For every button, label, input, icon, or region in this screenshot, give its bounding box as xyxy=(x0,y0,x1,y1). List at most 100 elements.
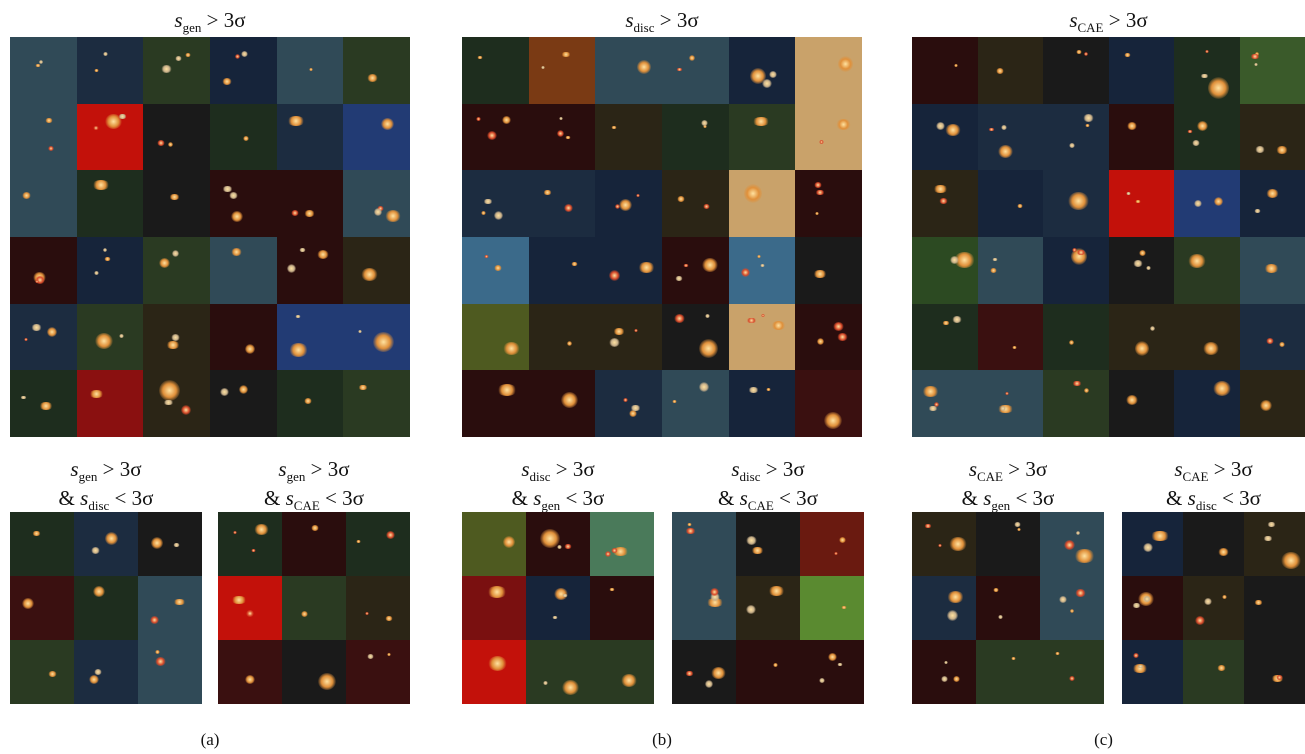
galaxy-blob xyxy=(1123,52,1131,57)
galaxy-thumbnail xyxy=(462,576,526,640)
panel-c: sCAE > 3σ sCAE > 3σ & sgen < 3σ sCAE > 3… xyxy=(902,0,1305,754)
galaxy-blob xyxy=(175,56,183,62)
galaxy-thumbnail xyxy=(74,576,138,640)
galaxy-blob xyxy=(496,383,517,396)
galaxy-blob xyxy=(927,406,938,412)
galaxy-blob xyxy=(751,546,765,554)
galaxy-thumbnail xyxy=(976,512,1040,576)
galaxy-blob xyxy=(765,388,771,392)
galaxy-blob xyxy=(172,543,180,548)
galaxy-blob xyxy=(1216,664,1226,671)
galaxy-blob xyxy=(299,247,307,252)
galaxy-blob xyxy=(310,524,319,531)
galaxy-thumbnail xyxy=(977,303,1043,371)
galaxy-blob xyxy=(951,315,962,323)
galaxy-thumbnail xyxy=(10,303,77,371)
image-grid-b-main xyxy=(462,37,862,437)
galaxy-blob xyxy=(611,546,629,556)
galaxy-blob xyxy=(1132,259,1143,267)
galaxy-blob xyxy=(39,60,44,65)
galaxy-blob xyxy=(682,263,689,267)
galaxy-thumbnail xyxy=(528,303,596,371)
galaxy-blob xyxy=(502,536,515,549)
galaxy-blob xyxy=(91,546,101,554)
galaxy-blob xyxy=(94,669,103,676)
galaxy-blob xyxy=(1142,596,1151,603)
galaxy-thumbnail xyxy=(672,576,736,640)
galaxy-blob xyxy=(938,544,943,547)
galaxy-blob xyxy=(1005,391,1009,395)
galaxy-blob xyxy=(373,207,382,216)
galaxy-blob xyxy=(1142,543,1153,553)
galaxy-blob xyxy=(303,397,312,404)
galaxy-blob xyxy=(839,536,847,543)
galaxy-blob xyxy=(1194,616,1205,626)
galaxy-blob xyxy=(612,327,625,335)
galaxy-thumbnail xyxy=(10,37,77,104)
galaxy-thumbnail xyxy=(728,236,796,304)
galaxy-blob xyxy=(987,127,995,131)
galaxy-blob xyxy=(759,263,765,267)
galaxy-thumbnail xyxy=(528,236,596,304)
galaxy-thumbnail xyxy=(462,37,529,104)
galaxy-blob xyxy=(675,67,683,71)
galaxy-thumbnail xyxy=(661,370,729,437)
galaxy-thumbnail xyxy=(1239,103,1305,171)
galaxy-blob xyxy=(609,587,616,591)
galaxy-blob xyxy=(741,267,751,277)
galaxy-thumbnail xyxy=(10,170,77,237)
galaxy-thumbnail xyxy=(74,640,138,704)
galaxy-blob xyxy=(357,329,362,333)
galaxy-thumbnail xyxy=(276,103,344,171)
galaxy-thumbnail xyxy=(1043,37,1109,104)
panel-label-a: (a) xyxy=(200,730,220,749)
galaxy-blob xyxy=(635,193,640,197)
galaxy-thumbnail xyxy=(10,640,74,704)
galaxy-blob xyxy=(154,649,160,654)
galaxy-thumbnail xyxy=(282,640,346,704)
galaxy-blob xyxy=(184,52,191,57)
galaxy-thumbnail xyxy=(595,37,662,104)
galaxy-blob xyxy=(44,117,53,123)
galaxy-blob xyxy=(1253,208,1261,213)
galaxy-blob xyxy=(233,530,238,534)
galaxy-thumbnail xyxy=(462,303,529,371)
galaxy-blob xyxy=(1275,146,1288,155)
galaxy-blob xyxy=(1073,549,1095,564)
galaxy-blob xyxy=(542,680,548,685)
galaxy-blob xyxy=(675,275,684,281)
galaxy-blob xyxy=(93,68,99,72)
galaxy-thumbnail xyxy=(976,640,1040,704)
galaxy-blob xyxy=(373,331,395,352)
image-grid-a2 xyxy=(218,512,410,704)
galaxy-blob xyxy=(91,180,110,191)
galaxy-thumbnail xyxy=(976,576,1040,640)
galaxy-blob xyxy=(570,261,578,266)
galaxy-blob xyxy=(818,140,824,145)
galaxy-blob xyxy=(1139,250,1147,257)
galaxy-blob xyxy=(540,529,561,549)
galaxy-thumbnail xyxy=(528,37,596,104)
galaxy-blob xyxy=(1072,380,1083,386)
galaxy-blob xyxy=(163,400,175,406)
galaxy-blob xyxy=(1196,120,1208,131)
galaxy-blob xyxy=(230,210,243,222)
galaxy-blob xyxy=(768,585,785,596)
galaxy-thumbnail xyxy=(528,370,596,437)
galaxy-blob xyxy=(39,402,54,411)
galaxy-blob xyxy=(1135,199,1142,203)
galaxy-blob xyxy=(828,653,838,662)
galaxy-thumbnail xyxy=(800,576,864,640)
galaxy-blob xyxy=(945,123,962,136)
galaxy-blob xyxy=(924,523,933,528)
galaxy-blob xyxy=(386,652,391,656)
galaxy-thumbnail xyxy=(795,370,862,437)
galaxy-blob xyxy=(949,536,968,551)
galaxy-blob xyxy=(1188,253,1207,268)
galaxy-thumbnail xyxy=(1244,640,1305,704)
galaxy-thumbnail xyxy=(10,512,74,576)
galaxy-blob xyxy=(633,328,638,332)
galaxy-blob xyxy=(704,313,710,318)
galaxy-blob xyxy=(1213,380,1232,396)
galaxy-blob xyxy=(1055,652,1061,656)
